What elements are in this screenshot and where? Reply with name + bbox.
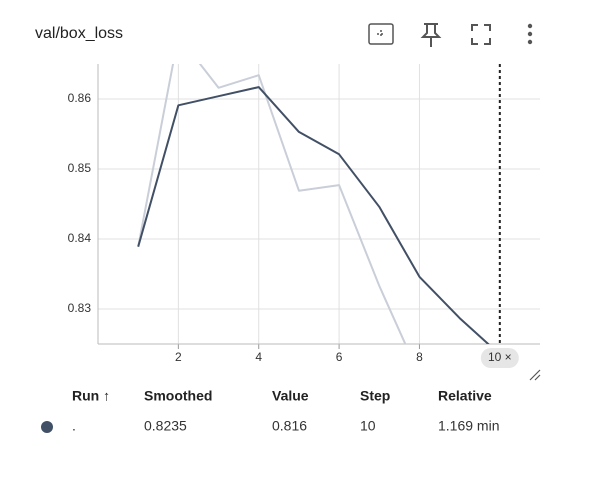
column-header: Smoothed [144,388,212,404]
fit-icon[interactable] [368,23,394,45]
x-tick-label: 2 [175,350,182,364]
column-header: Run ↑ [72,388,110,404]
menu-icon[interactable] [527,23,533,45]
column-header: Step [360,388,390,404]
table-cell: 0.8235 [144,418,187,434]
column-header: Value [272,388,309,404]
cursor-label: 10 × [488,350,512,364]
line-smoothed [137,86,490,344]
y-tick-label: 0.85 [68,161,92,175]
table-cell: 0.816 [272,418,307,434]
x-tick-label: 4 [255,350,262,364]
column-header: Relative [438,388,492,404]
plot-area [137,64,490,344]
resize-handle[interactable] [529,369,541,381]
y-tick-label: 0.83 [68,301,92,315]
x-tick-label: 8 [416,350,423,364]
pin-icon[interactable] [420,23,442,47]
cursor-badge [480,348,519,368]
x-tick-label: 6 [336,350,343,364]
fullscreen-icon[interactable] [471,24,491,45]
table-cell: 1.169 min [438,418,499,434]
line-raw [137,64,407,344]
card-title: val/box_loss [35,25,123,42]
y-tick-label: 0.86 [68,91,92,105]
table-cell: . [72,418,76,434]
y-tick-label: 0.84 [68,231,92,245]
table-cell: 10 [360,418,376,434]
run-color-dot [41,421,53,433]
